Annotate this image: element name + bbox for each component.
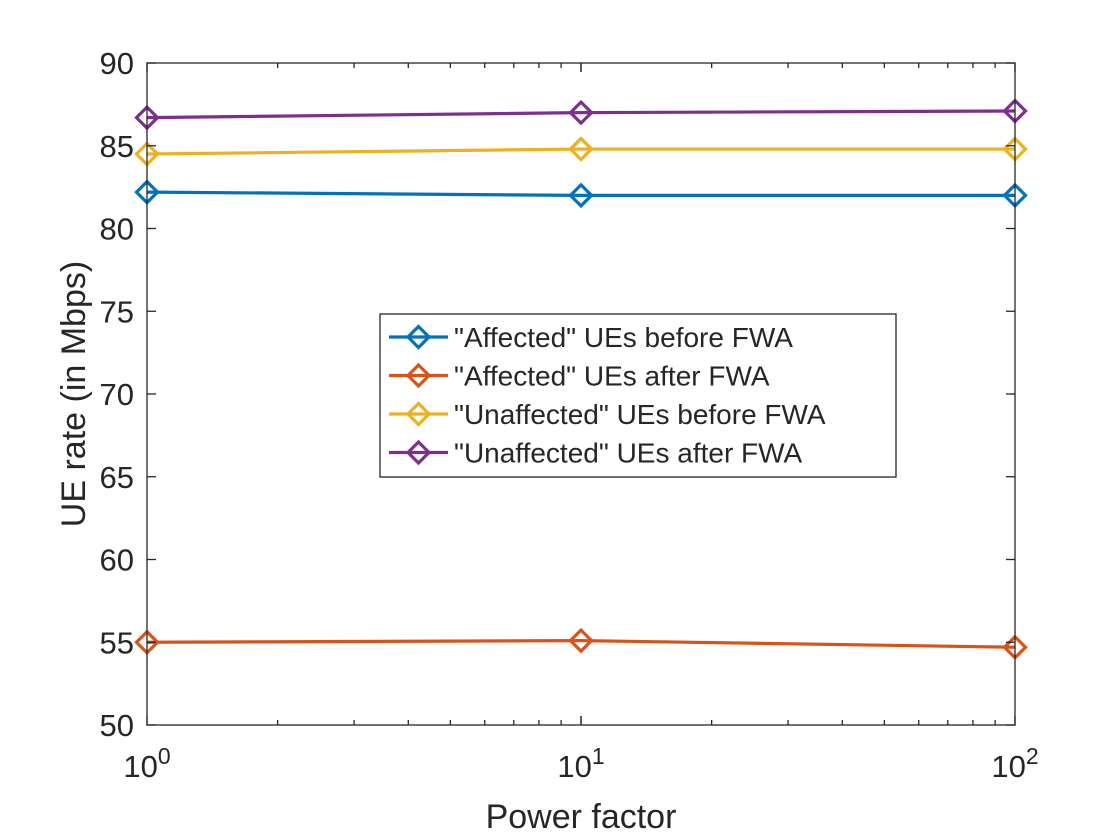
- y-tick-label: 50: [100, 708, 134, 743]
- legend-item: "Unaffected" UEs after FWA: [389, 438, 803, 469]
- legend-item: "Unaffected" UEs before FWA: [389, 399, 826, 430]
- legend-label: "Unaffected" UEs before FWA: [454, 399, 826, 430]
- y-tick-label: 75: [100, 294, 134, 329]
- series-line: [146, 638, 1016, 649]
- ticks-layer: [146, 62, 1016, 726]
- series-line: [146, 147, 1015, 156]
- x-tick-label: 100: [123, 743, 170, 784]
- series-4: [134, 98, 1028, 131]
- series-1: [134, 179, 1028, 209]
- legend-label: "Affected" UEs after FWA: [454, 361, 770, 392]
- legend-marker: [405, 439, 432, 466]
- legend-label: "Affected" UEs before FWA: [454, 322, 793, 353]
- x-tick-label: 102: [991, 743, 1038, 784]
- legend-label: "Unaffected" UEs after FWA: [454, 438, 803, 469]
- y-tick-label: 90: [100, 46, 134, 81]
- y-axis-label: UE rate (in Mbps): [55, 261, 93, 527]
- series-2: [134, 627, 1028, 660]
- legend-item: "Affected" UEs before FWA: [389, 322, 793, 353]
- y-tick-label: 80: [100, 212, 134, 247]
- x-axis-label: Power factor: [486, 798, 677, 836]
- y-tick-label: 65: [100, 460, 134, 495]
- legend: "Affected" UEs before FWA "Affected" UEs …: [379, 313, 897, 478]
- y-tick-label: 60: [100, 543, 134, 578]
- legend-marker: [405, 324, 432, 350]
- series-line: [146, 190, 1015, 197]
- y-tick-label: 85: [100, 129, 134, 164]
- y-tick-label: 55: [100, 625, 134, 660]
- legend-marker: [405, 362, 432, 389]
- data-point: [568, 99, 594, 126]
- legend-item: "Affected" UEs after FWA: [389, 361, 770, 392]
- legend-box: [379, 313, 897, 478]
- y-tick-label: 70: [100, 377, 134, 412]
- series-line: [146, 109, 1016, 120]
- data-point: [568, 182, 594, 209]
- series-3: [134, 136, 1028, 167]
- data-point: [568, 136, 594, 162]
- series-layer: [134, 98, 1028, 660]
- tick-labels: 50 55 60 65 70 75 80 85 90 100 101 102: [100, 46, 1039, 784]
- legend-marker: [405, 401, 432, 427]
- x-tick-label: 101: [557, 743, 604, 784]
- data-point: [568, 627, 594, 654]
